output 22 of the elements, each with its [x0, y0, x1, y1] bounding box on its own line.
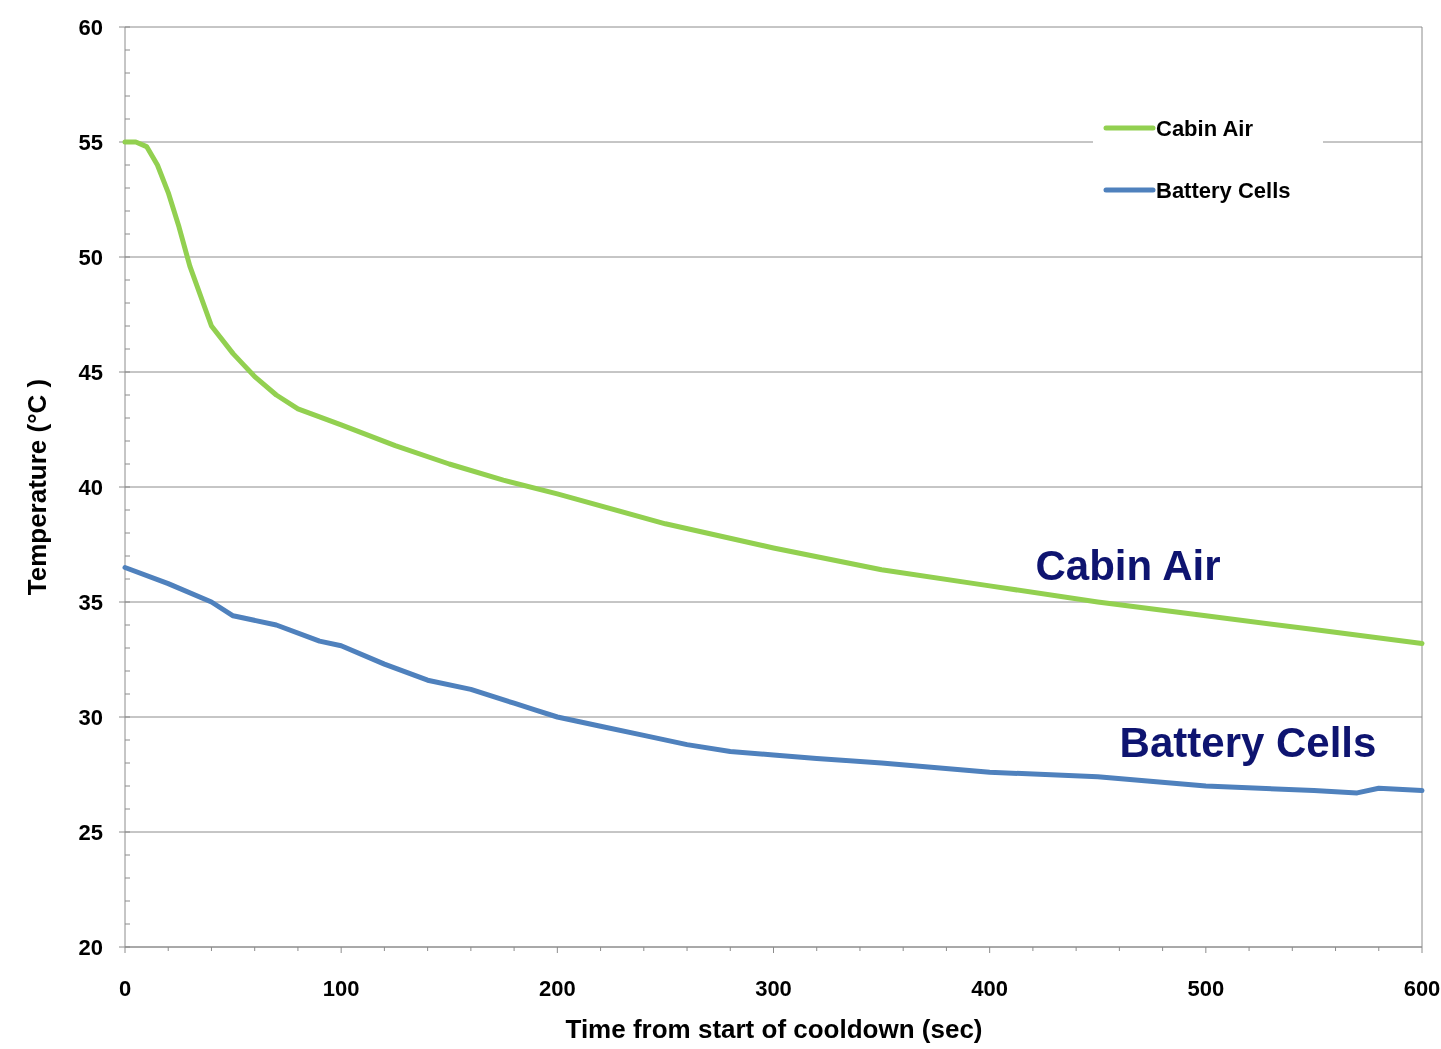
x-tick-label: 300 [755, 976, 792, 1001]
x-axis-title: Time from start of cooldown (sec) [565, 1014, 983, 1044]
legend-label: Cabin Air [1156, 115, 1254, 141]
y-tick-label: 25 [78, 819, 103, 845]
x-tick-label: 400 [971, 976, 1009, 1001]
annotation: Cabin Air [1035, 541, 1221, 589]
legend-label: Battery Cells [1156, 177, 1291, 203]
y-tick-label: 35 [78, 589, 103, 615]
y-axis-title: Temperature (°C ) [22, 378, 52, 596]
annotation: Battery Cells [1119, 718, 1377, 766]
y-tick-label: 55 [78, 129, 103, 155]
x-tick-label: 200 [538, 976, 576, 1001]
y-tick-label: 50 [78, 244, 103, 270]
x-tick-label: 600 [1403, 976, 1441, 1001]
y-tick-label: 40 [78, 474, 103, 500]
y-tick-label: 30 [78, 704, 103, 730]
x-tick-label: 500 [1187, 976, 1225, 1001]
y-tick-label: 45 [78, 359, 103, 385]
y-tick-label: 60 [78, 14, 103, 40]
x-tick-label: 100 [322, 976, 360, 1001]
x-tick-label: 0 [118, 976, 132, 1001]
y-tick-label: 20 [78, 934, 103, 960]
